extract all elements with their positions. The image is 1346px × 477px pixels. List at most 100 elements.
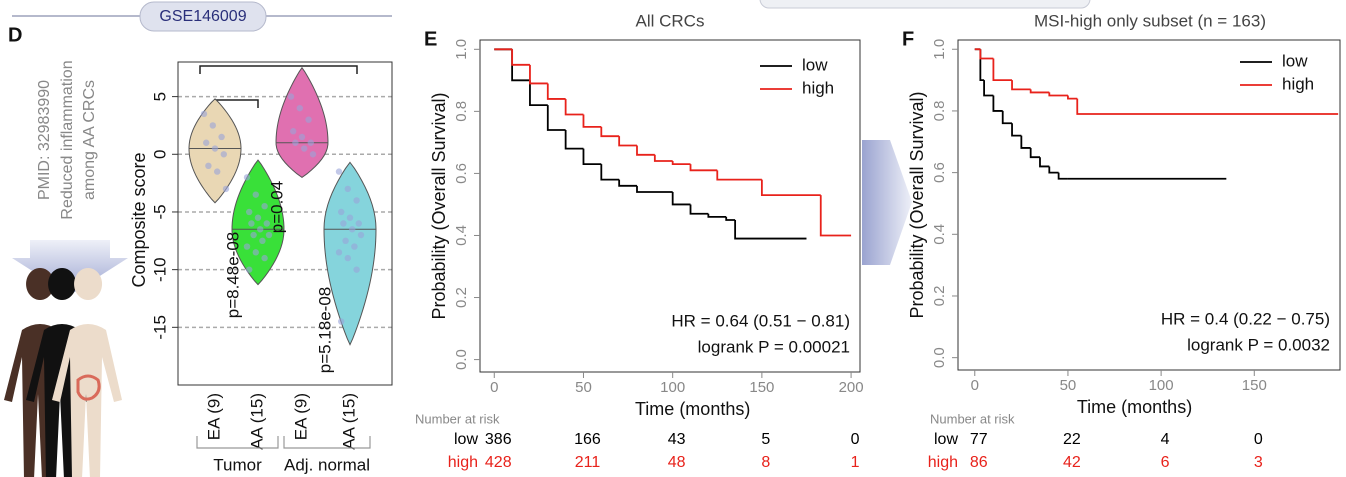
survival-step bbox=[529, 64, 548, 85]
point bbox=[261, 202, 268, 210]
survival-step bbox=[600, 126, 620, 138]
point bbox=[246, 266, 253, 273]
top-box bbox=[759, 0, 1091, 9]
survival-step bbox=[1048, 166, 1059, 174]
risk-count: 0 bbox=[851, 431, 860, 448]
y-tick-label: 0.2 bbox=[931, 286, 948, 307]
x-tick-label: AA (15) bbox=[339, 393, 358, 450]
point bbox=[259, 237, 266, 245]
y-tick-label: 0.6 bbox=[931, 162, 948, 183]
survival-step bbox=[1048, 92, 1068, 97]
risk-count: 386 bbox=[485, 431, 512, 448]
y-tick-label: 0.6 bbox=[453, 163, 470, 184]
violin bbox=[231, 159, 285, 286]
risk-count: 43 bbox=[668, 431, 686, 448]
legend-label: low bbox=[1282, 51, 1308, 70]
point bbox=[265, 231, 273, 239]
point bbox=[305, 116, 312, 123]
point bbox=[261, 254, 268, 262]
x-tick-label: EA (9) bbox=[291, 393, 310, 440]
y-tick-label: 0.8 bbox=[931, 101, 948, 122]
risk-count: 0 bbox=[1254, 431, 1263, 448]
panel-label: F bbox=[902, 28, 914, 50]
point bbox=[338, 318, 345, 325]
human-figures bbox=[4, 268, 122, 477]
point bbox=[298, 133, 306, 141]
down-arrow bbox=[12, 240, 128, 295]
point bbox=[250, 231, 257, 239]
group-label: Tumor bbox=[213, 455, 262, 474]
risk-count: 3 bbox=[1254, 454, 1263, 471]
point bbox=[254, 214, 262, 221]
survival-step bbox=[653, 154, 673, 162]
survival-step bbox=[979, 49, 994, 60]
survival-step bbox=[689, 204, 709, 215]
survival-step bbox=[1039, 157, 1050, 168]
point bbox=[211, 145, 219, 152]
survival-step bbox=[1029, 147, 1040, 159]
point bbox=[301, 145, 308, 152]
x-axis-label: Time (months) bbox=[1077, 397, 1192, 417]
y-tick-label: 0.2 bbox=[453, 287, 470, 308]
stat-annotation: logrank P = 0.00021 bbox=[698, 337, 850, 356]
point bbox=[205, 162, 212, 170]
y-tick-label: -15 bbox=[150, 315, 169, 340]
point bbox=[243, 174, 251, 181]
survival-step bbox=[734, 219, 807, 240]
header-pill bbox=[139, 1, 267, 32]
y-tick-label: -10 bbox=[150, 257, 169, 282]
panel-label: D bbox=[8, 24, 22, 46]
point bbox=[296, 104, 303, 112]
point bbox=[263, 220, 270, 227]
stat-annotation: HR = 0.64 (0.51 − 0.81) bbox=[671, 311, 850, 330]
point bbox=[248, 220, 255, 227]
x-tick-label: 100 bbox=[660, 379, 685, 396]
y-tick-label: 5 bbox=[150, 92, 169, 101]
point bbox=[338, 208, 345, 216]
panel-label: E bbox=[424, 28, 437, 50]
risk-row-label: low bbox=[454, 431, 478, 448]
point bbox=[209, 122, 216, 129]
risk-title: Number at risk bbox=[415, 411, 500, 426]
point bbox=[349, 226, 356, 233]
survival-step bbox=[1011, 123, 1022, 137]
violin bbox=[323, 161, 377, 346]
legend-label: high bbox=[1282, 74, 1314, 93]
risk-count: 428 bbox=[485, 454, 512, 471]
point bbox=[243, 243, 251, 250]
point bbox=[287, 93, 295, 100]
risk-row-label: high bbox=[928, 454, 958, 471]
survival-step bbox=[618, 179, 637, 187]
x-tick-label: EA (9) bbox=[204, 393, 223, 440]
point bbox=[351, 243, 358, 250]
bracket bbox=[199, 65, 358, 74]
survival-step bbox=[546, 105, 566, 131]
survival-step bbox=[725, 216, 736, 221]
survival-step bbox=[671, 161, 691, 166]
survival-step bbox=[1029, 89, 1050, 94]
survival-step bbox=[716, 170, 762, 181]
x-tick-label: 100 bbox=[1149, 377, 1174, 394]
point bbox=[246, 208, 253, 216]
point bbox=[203, 139, 210, 146]
group-bracket bbox=[283, 436, 371, 449]
group-label: Adj. normal bbox=[284, 455, 370, 474]
p-value: p=5.18e-08 bbox=[315, 287, 334, 374]
point bbox=[220, 151, 227, 158]
y-tick-label: 0 bbox=[150, 150, 169, 159]
survival-step bbox=[1011, 80, 1031, 91]
survival-step bbox=[618, 136, 637, 147]
survival-step bbox=[582, 114, 602, 128]
risk-title: Number at risk bbox=[930, 411, 1015, 426]
risk-count: 6 bbox=[1161, 454, 1170, 471]
point bbox=[340, 220, 347, 227]
chart-title: MSI-high only subset (n = 163) bbox=[1034, 11, 1266, 30]
x-axis-label: Time (months) bbox=[635, 399, 750, 419]
point bbox=[346, 214, 354, 221]
stat-annotation: logrank P = 0.0032 bbox=[1187, 335, 1330, 354]
risk-count: 48 bbox=[668, 454, 686, 471]
point bbox=[222, 185, 230, 193]
survival-step bbox=[546, 83, 566, 100]
risk-count: 77 bbox=[970, 431, 988, 448]
